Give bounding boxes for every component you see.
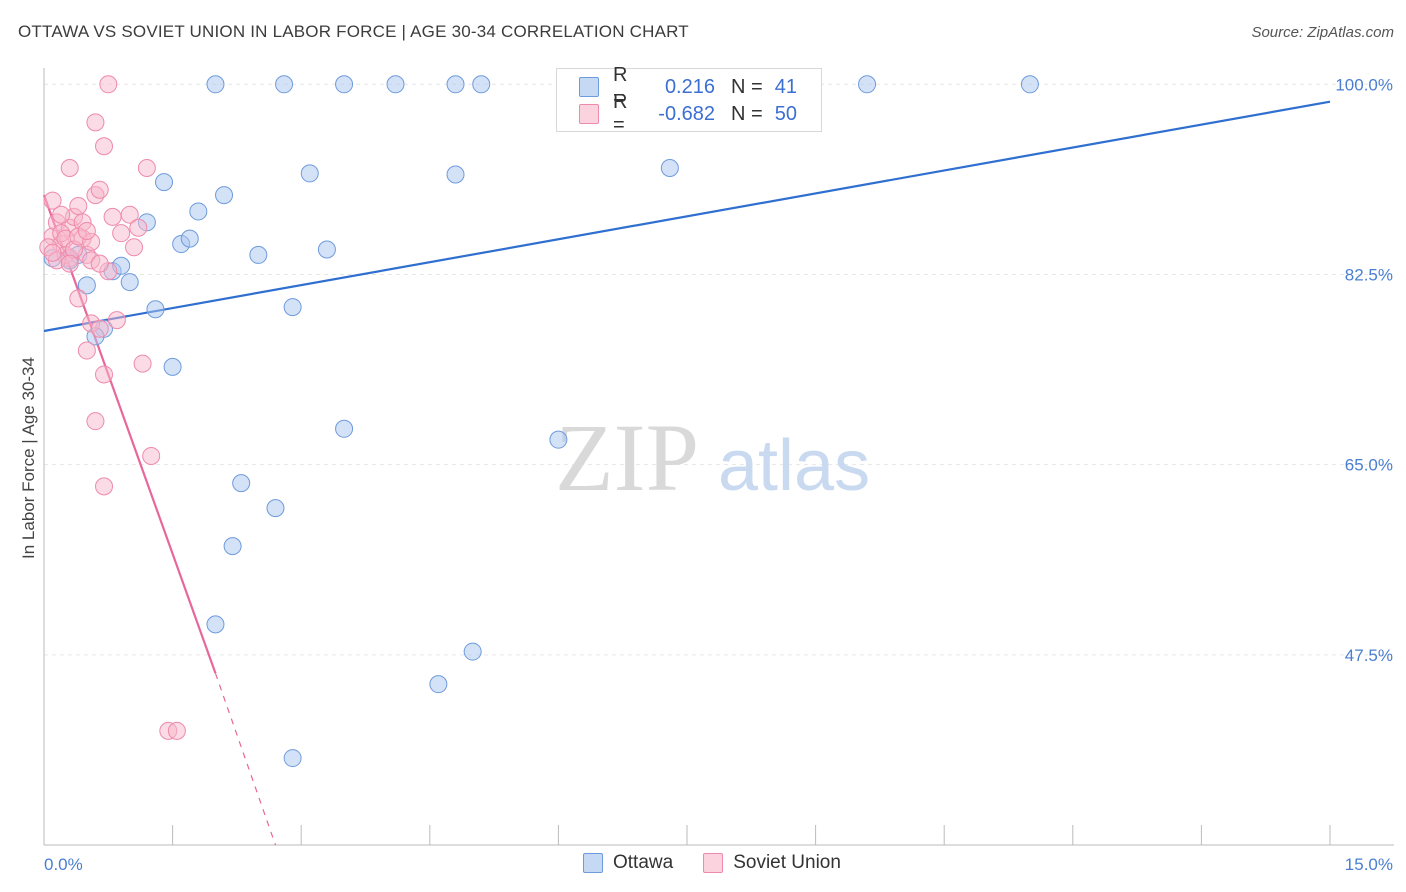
soviet-union-point [52, 205, 71, 224]
legend-item-ottawa[interactable]: Ottawa [583, 852, 673, 874]
soviet-union-point [142, 446, 161, 465]
soviet-union-point [69, 289, 88, 308]
legend-r-value: -0.682 [658, 102, 715, 125]
soviet-union-point [137, 158, 156, 177]
ottawa-point [660, 158, 679, 177]
soviet-union-point [86, 113, 105, 132]
legend-item-soviet-union[interactable]: Soviet Union [703, 852, 841, 874]
soviet-union-point [86, 412, 105, 431]
soviet-union-point [120, 205, 139, 224]
series-legend: Ottawa Soviet Union [583, 852, 871, 874]
soviet-union-point [90, 319, 109, 338]
soviet-union-point [107, 311, 126, 330]
legend-r-label: R = [613, 91, 628, 136]
x-tick-label-max: 15.0% [1345, 855, 1393, 874]
ottawa-point [429, 675, 448, 694]
soviet-union-point [125, 238, 144, 257]
tick-labels: 100.0% 82.5% 65.0% 47.5% 0.0% 15.0% [44, 75, 1393, 874]
soviet-union-point [77, 222, 96, 241]
legend-n-value: 41 [774, 75, 797, 98]
ottawa-swatch [579, 77, 599, 97]
soviet-union-point [60, 158, 79, 177]
soviet-swatch [579, 104, 599, 124]
legend-row-soviet: R = -0.682 N = 50 [579, 91, 797, 136]
y-tick-label: 100.0% [1335, 75, 1393, 94]
watermark: ZIP atlas [555, 404, 870, 511]
y-tick-label: 65.0% [1345, 456, 1393, 475]
soviet-union-point [43, 191, 62, 210]
x-tick-label-min: 0.0% [44, 855, 83, 874]
ottawa-legend-swatch [583, 853, 603, 873]
soviet-union-point [77, 341, 96, 360]
ottawa-point [317, 240, 336, 259]
soviet-union-point [95, 477, 114, 496]
ottawa-point [249, 245, 268, 264]
ottawa-point [335, 419, 354, 438]
ottawa-point [189, 202, 208, 221]
ottawa-point [858, 75, 877, 94]
legend: R = 0.216 N = 41 R = -0.682 N = 50 [556, 64, 822, 136]
ottawa-point [446, 165, 465, 184]
soviet-union-point [69, 197, 88, 216]
y-axis-title: In Labor Force | Age 30-34 [19, 357, 38, 559]
trend-lines [42, 100, 1331, 846]
y-tick-label: 82.5% [1345, 265, 1393, 284]
soviet-union-trend-extension [214, 673, 277, 846]
watermark-zip: ZIP [555, 404, 699, 511]
source-label: Source: ZipAtlas.com [1251, 24, 1394, 41]
ottawa-point [275, 75, 294, 94]
ottawa-point [77, 276, 96, 295]
ottawa-point [335, 75, 354, 94]
legend-n-value: 50 [774, 102, 797, 125]
watermark-atlas: atlas [718, 426, 870, 506]
ottawa-point [266, 499, 285, 518]
ottawa-point [1020, 75, 1039, 94]
legend-r-value: 0.216 [664, 75, 715, 98]
soviet-union-point [95, 365, 114, 384]
soviet-legend-swatch [703, 853, 724, 873]
soviet-union-point [133, 354, 152, 373]
soviet-union-point [103, 207, 122, 226]
ottawa-point [283, 298, 302, 317]
ottawa-point [215, 186, 234, 205]
soviet-union-point [90, 254, 109, 273]
y-tick-label: 47.5% [1345, 646, 1393, 665]
ottawa-point [223, 537, 242, 556]
ottawa-point [146, 300, 165, 319]
legend-item-label: Ottawa [613, 852, 674, 873]
soviet-union-point [99, 75, 118, 94]
ottawa-point [155, 173, 174, 192]
ottawa-point [463, 642, 482, 661]
soviet-union-point [167, 721, 186, 740]
ottawa-point [472, 75, 491, 94]
legend-n-label: N = [731, 75, 763, 98]
ottawa-point [549, 430, 568, 449]
soviet-union-point [95, 137, 114, 156]
soviet-union-point [90, 180, 109, 199]
soviet-union-point [129, 218, 148, 237]
ottawa-point [120, 273, 139, 292]
ottawa-trend-line [43, 100, 1331, 333]
ottawa-point [206, 615, 225, 634]
legend-item-label: Soviet Union [733, 852, 841, 873]
ottawa-point [180, 229, 199, 248]
ottawa-point [163, 357, 182, 376]
chart-title: OTTAWA VS SOVIET UNION IN LABOR FORCE | … [18, 22, 689, 41]
soviet-union-point [60, 254, 79, 273]
legend-n-label: N = [731, 102, 763, 125]
soviet-union-point [43, 243, 62, 262]
grid-lines [44, 83, 1394, 656]
legend-row-ottawa: R = 0.216 N = 41 [579, 64, 797, 109]
ottawa-point [232, 474, 251, 493]
ottawa-point [386, 75, 405, 94]
ottawa-point [446, 75, 465, 94]
ottawa-point [300, 164, 319, 183]
ottawa-point [283, 749, 302, 768]
ottawa-point [206, 75, 225, 94]
soviet-union-trend-line [42, 194, 217, 674]
soviet-union-point [112, 224, 131, 243]
legend-r-label: R = [613, 64, 628, 109]
